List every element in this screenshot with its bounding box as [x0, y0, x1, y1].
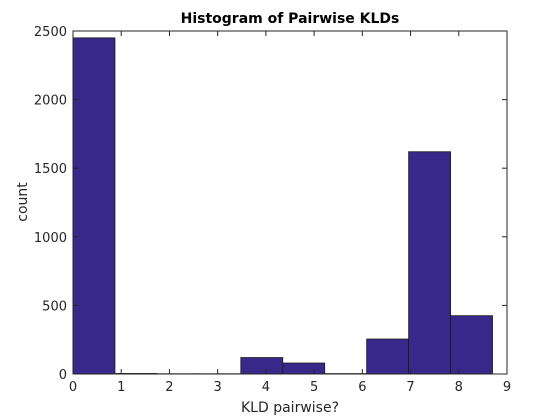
y-tick-label: 0	[59, 368, 67, 383]
x-tick-label: 0	[69, 380, 77, 395]
y-tick-label: 500	[42, 299, 67, 314]
x-tick-label: 3	[214, 380, 222, 395]
y-tick-label: 1000	[34, 231, 67, 246]
histogram-bar	[409, 152, 451, 374]
histogram-bar	[451, 316, 493, 374]
x-tick-label: 6	[358, 380, 366, 395]
chart-title: Histogram of Pairwise KLDs	[181, 11, 400, 27]
x-tick-label: 7	[406, 380, 414, 395]
histogram-bar	[73, 38, 115, 374]
x-tick-label: 2	[165, 380, 173, 395]
x-tick-label: 8	[455, 380, 463, 395]
histogram-bar	[241, 358, 283, 374]
y-axis-label: count	[15, 182, 31, 222]
histogram-bar	[367, 339, 409, 374]
histogram-bar	[283, 363, 325, 374]
y-tick-label: 2000	[34, 94, 67, 109]
x-tick-label: 4	[262, 380, 270, 395]
x-axis-label: KLD pairwise?	[241, 400, 339, 416]
x-tick-label: 1	[117, 380, 125, 395]
x-tick-label: 9	[503, 380, 511, 395]
y-tick-label: 2500	[34, 25, 67, 40]
y-tick-label: 1500	[34, 162, 67, 177]
x-tick-label: 5	[310, 380, 318, 395]
